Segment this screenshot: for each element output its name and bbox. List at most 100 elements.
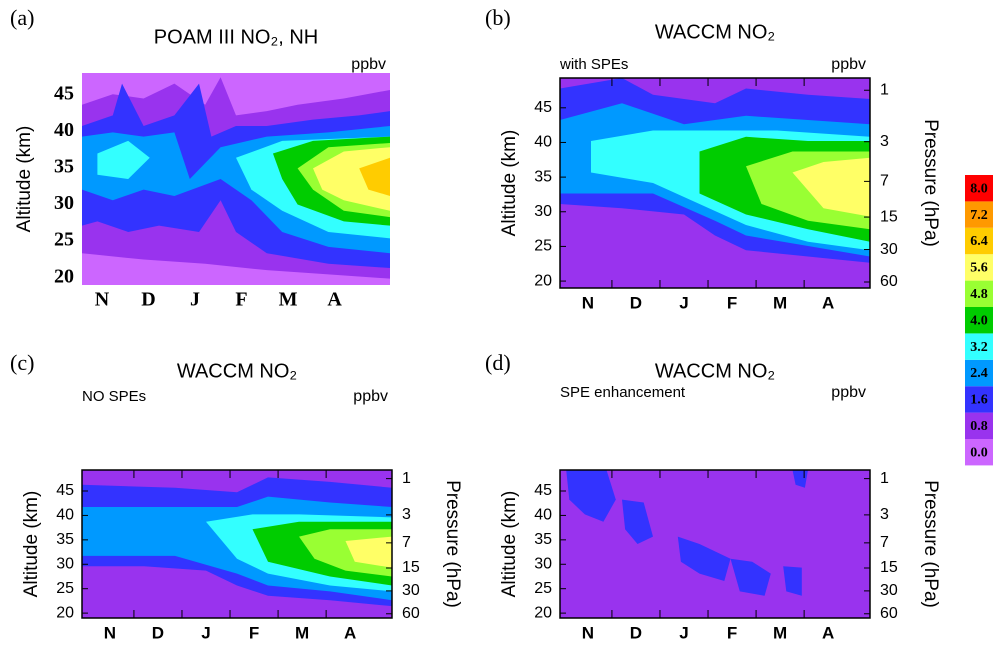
contour-band xyxy=(792,157,870,217)
y2-tick-label: 30 xyxy=(880,241,898,258)
y-tick-label: 40 xyxy=(534,507,552,524)
x-tick-label: N xyxy=(582,293,594,312)
x-tick-label: A xyxy=(327,289,342,311)
y-tick-label: 30 xyxy=(534,555,552,572)
x-tick-label: F xyxy=(249,623,259,642)
colorbar-label: 4.8 xyxy=(970,287,988,302)
y2-tick-label: 3 xyxy=(880,133,889,150)
colorbar-swatch xyxy=(965,307,993,334)
y2-tick-label: 60 xyxy=(402,605,420,622)
annotation: NO SPEs xyxy=(82,388,146,405)
chart-title: POAM III NO₂, NH xyxy=(154,26,318,48)
x-tick-label: N xyxy=(95,289,110,311)
y-tick-label: 25 xyxy=(56,580,74,597)
contour-field xyxy=(82,73,390,285)
unit-label: ppbv xyxy=(351,56,386,73)
y2-tick-label: 15 xyxy=(880,208,898,225)
contour-blob xyxy=(566,470,616,522)
colorbar-label: 7.2 xyxy=(970,208,988,223)
y-tick-label: 25 xyxy=(534,238,552,255)
x-tick-label: F xyxy=(727,623,737,642)
y-tick-label: 30 xyxy=(56,555,74,572)
y2-tick-label: 60 xyxy=(880,273,898,290)
y-tick-label: 40 xyxy=(56,507,74,524)
contour-blob xyxy=(677,536,731,581)
y-axis-title: Altitude (km) xyxy=(499,130,520,237)
contour-field xyxy=(560,78,870,288)
panel-label: (b) xyxy=(485,5,511,30)
x-tick-label: N xyxy=(582,623,594,642)
x-tick-label: F xyxy=(727,293,737,312)
x-tick-label: D xyxy=(152,623,164,642)
colorbar-swatch xyxy=(965,175,993,202)
y-tick-label: 30 xyxy=(534,203,552,220)
colorbar-label: 2.4 xyxy=(970,366,988,381)
colorbar-swatch xyxy=(965,386,993,413)
contour-blob xyxy=(622,499,653,544)
colorbar-swatch xyxy=(965,280,993,307)
y2-axis-title: Pressure (hPa) xyxy=(442,480,463,608)
x-tick-label: D xyxy=(630,623,642,642)
y2-tick-label: 15 xyxy=(402,559,420,576)
x-tick-label: F xyxy=(235,289,247,311)
y-axis-title: Altitude (km) xyxy=(499,491,520,598)
y2-tick-label: 7 xyxy=(880,534,889,551)
chart-title: WACCM NO₂ xyxy=(177,360,297,382)
y2-tick-label: 30 xyxy=(402,582,420,599)
colorbar-label: 1.6 xyxy=(970,393,988,408)
y-tick-label: 40 xyxy=(54,119,74,141)
colorbar-swatch xyxy=(965,227,993,255)
y2-tick-label: 3 xyxy=(880,506,889,523)
colorbar-label: 6.4 xyxy=(970,234,988,249)
y-tick-label: 45 xyxy=(534,482,552,499)
y2-tick-label: 30 xyxy=(880,582,898,599)
y-tick-label: 25 xyxy=(54,229,74,251)
y-tick-label: 45 xyxy=(54,83,74,105)
chart-title: WACCM NO₂ xyxy=(655,360,775,382)
x-tick-label: D xyxy=(630,293,642,312)
y-tick-label: 25 xyxy=(534,580,552,597)
y-tick-label: 45 xyxy=(56,482,74,499)
y2-tick-label: 60 xyxy=(880,605,898,622)
colorbar-label: 3.2 xyxy=(970,340,988,355)
y-axis-title: Altitude (km) xyxy=(21,491,42,598)
colorbar-swatch xyxy=(965,254,993,281)
panel-label: (a) xyxy=(10,5,34,30)
colorbar-swatch xyxy=(965,439,993,466)
y2-axis-title: Pressure (hPa) xyxy=(920,480,941,608)
annotation: with SPEs xyxy=(559,56,628,73)
y2-tick-label: 1 xyxy=(402,470,411,487)
y-tick-label: 30 xyxy=(54,192,74,214)
contour-band xyxy=(97,140,150,179)
contour-field xyxy=(82,470,392,618)
y2-tick-label: 1 xyxy=(880,81,889,98)
y-tick-label: 20 xyxy=(54,265,74,287)
x-tick-label: A xyxy=(822,623,834,642)
colorbar-swatch xyxy=(965,201,993,228)
x-tick-label: M xyxy=(295,623,309,642)
colorbar-swatch xyxy=(965,359,993,387)
y-tick-label: 45 xyxy=(534,99,552,116)
chart-title: WACCM NO₂ xyxy=(655,21,775,43)
contour-blob xyxy=(730,558,771,596)
plot-frame xyxy=(559,469,871,619)
y-tick-label: 35 xyxy=(534,531,552,548)
x-tick-label: J xyxy=(679,623,688,642)
x-tick-label: J xyxy=(201,623,210,642)
y-tick-label: 20 xyxy=(534,272,552,289)
colorbar-swatch xyxy=(965,412,993,439)
plot-frame xyxy=(559,77,871,289)
x-tick-label: M xyxy=(773,293,787,312)
y2-tick-label: 7 xyxy=(402,534,411,551)
colorbar-label: 4.0 xyxy=(970,313,988,328)
y-tick-label: 20 xyxy=(56,604,74,621)
colorbar-label: 0.0 xyxy=(970,445,988,460)
colorbar-label: 8.0 xyxy=(970,181,988,196)
colorbar-swatch xyxy=(965,333,993,360)
x-tick-label: J xyxy=(190,289,200,311)
contour-field xyxy=(560,470,870,618)
y-tick-label: 40 xyxy=(534,134,552,151)
y-tick-label: 35 xyxy=(56,531,74,548)
panel-label: (d) xyxy=(485,350,511,375)
x-tick-label: A xyxy=(344,623,356,642)
